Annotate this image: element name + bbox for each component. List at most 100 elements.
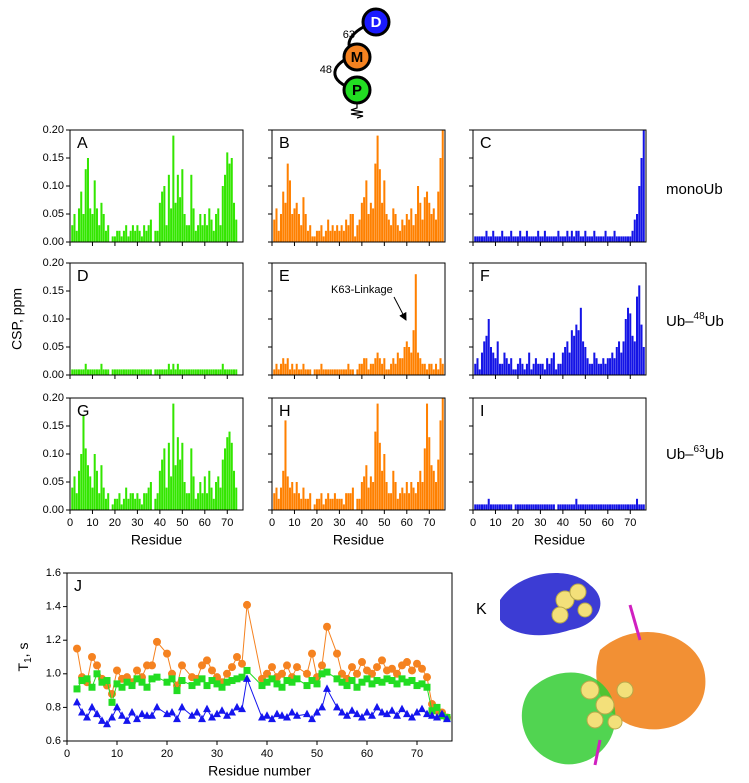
bar (365, 358, 368, 375)
bar (275, 487, 278, 510)
bar (568, 352, 571, 375)
bar (483, 504, 486, 510)
bar (573, 236, 576, 242)
marker (353, 669, 361, 678)
bar (158, 369, 161, 375)
bar (503, 352, 506, 375)
bar (537, 504, 540, 510)
bar (347, 493, 350, 510)
bar (566, 504, 569, 510)
marker (93, 709, 101, 718)
bar (324, 369, 327, 375)
bar (414, 274, 417, 375)
x-tick-label: 0 (64, 748, 70, 760)
bar (345, 493, 348, 510)
bar (507, 236, 510, 242)
marker (203, 704, 211, 713)
marker (408, 666, 416, 675)
annotation: K63-Linkage (331, 284, 393, 296)
x-axis-label: Residue (131, 532, 183, 548)
bar (541, 504, 544, 510)
bar (642, 504, 645, 510)
x-tick-label: 40 (154, 517, 166, 529)
y-tick-label: 0.05 (43, 341, 64, 353)
bar (381, 363, 384, 375)
bar (167, 174, 170, 242)
bar (615, 347, 618, 375)
bar (530, 236, 533, 242)
bar (293, 369, 296, 375)
bar (356, 369, 359, 375)
marker (288, 678, 296, 686)
bar (282, 470, 285, 510)
bar (638, 186, 641, 242)
marker (413, 682, 421, 690)
bar (423, 363, 426, 375)
bar (154, 369, 157, 375)
marker (258, 682, 266, 690)
bar (212, 498, 215, 510)
bar (158, 202, 161, 242)
bar (530, 369, 533, 375)
bar (435, 363, 438, 375)
bar (372, 208, 375, 242)
y-tick-label: 0.15 (43, 152, 64, 164)
bar (91, 487, 94, 510)
bar (622, 341, 625, 375)
bar (295, 482, 298, 510)
bar (190, 369, 193, 375)
plot-frame (472, 262, 647, 376)
bar (73, 214, 76, 242)
marker (118, 711, 126, 719)
marker (268, 714, 276, 723)
bar (284, 420, 287, 510)
bar (519, 230, 522, 242)
bar (190, 448, 193, 510)
bar (329, 230, 332, 242)
bar (80, 454, 83, 510)
bar (279, 487, 282, 510)
bar (165, 369, 168, 375)
bar (215, 214, 218, 242)
bar (543, 230, 546, 242)
bar (233, 202, 236, 242)
marker (163, 649, 171, 658)
bar (378, 358, 381, 375)
bar (158, 470, 161, 510)
bar (568, 236, 571, 242)
bar (179, 459, 182, 510)
bar (194, 230, 197, 242)
bar (136, 225, 139, 242)
marker (218, 683, 226, 691)
bar (98, 493, 101, 510)
bar (496, 504, 499, 510)
marker (428, 711, 436, 719)
y-tick-label: 1.2 (46, 634, 61, 646)
plot-frame (66, 572, 453, 742)
bar (539, 363, 542, 375)
marker (98, 678, 106, 686)
bar (145, 493, 148, 510)
bar (156, 230, 159, 242)
marker (383, 709, 391, 718)
plot-frame (472, 129, 647, 243)
marker (423, 673, 431, 682)
bar (219, 487, 222, 510)
bar (543, 504, 546, 510)
panel-label: H (279, 403, 291, 420)
bar (192, 369, 195, 375)
bar (77, 208, 80, 242)
bar (118, 230, 121, 242)
bar (93, 369, 96, 375)
bar (561, 504, 564, 510)
marker (388, 664, 396, 673)
bar (208, 470, 211, 510)
bar (347, 363, 350, 375)
bar (304, 498, 307, 510)
bar (136, 493, 139, 510)
bar (336, 498, 339, 510)
marker (283, 677, 291, 685)
bar (496, 236, 499, 242)
bar (230, 369, 233, 375)
row-label-text: Ub (705, 313, 724, 330)
